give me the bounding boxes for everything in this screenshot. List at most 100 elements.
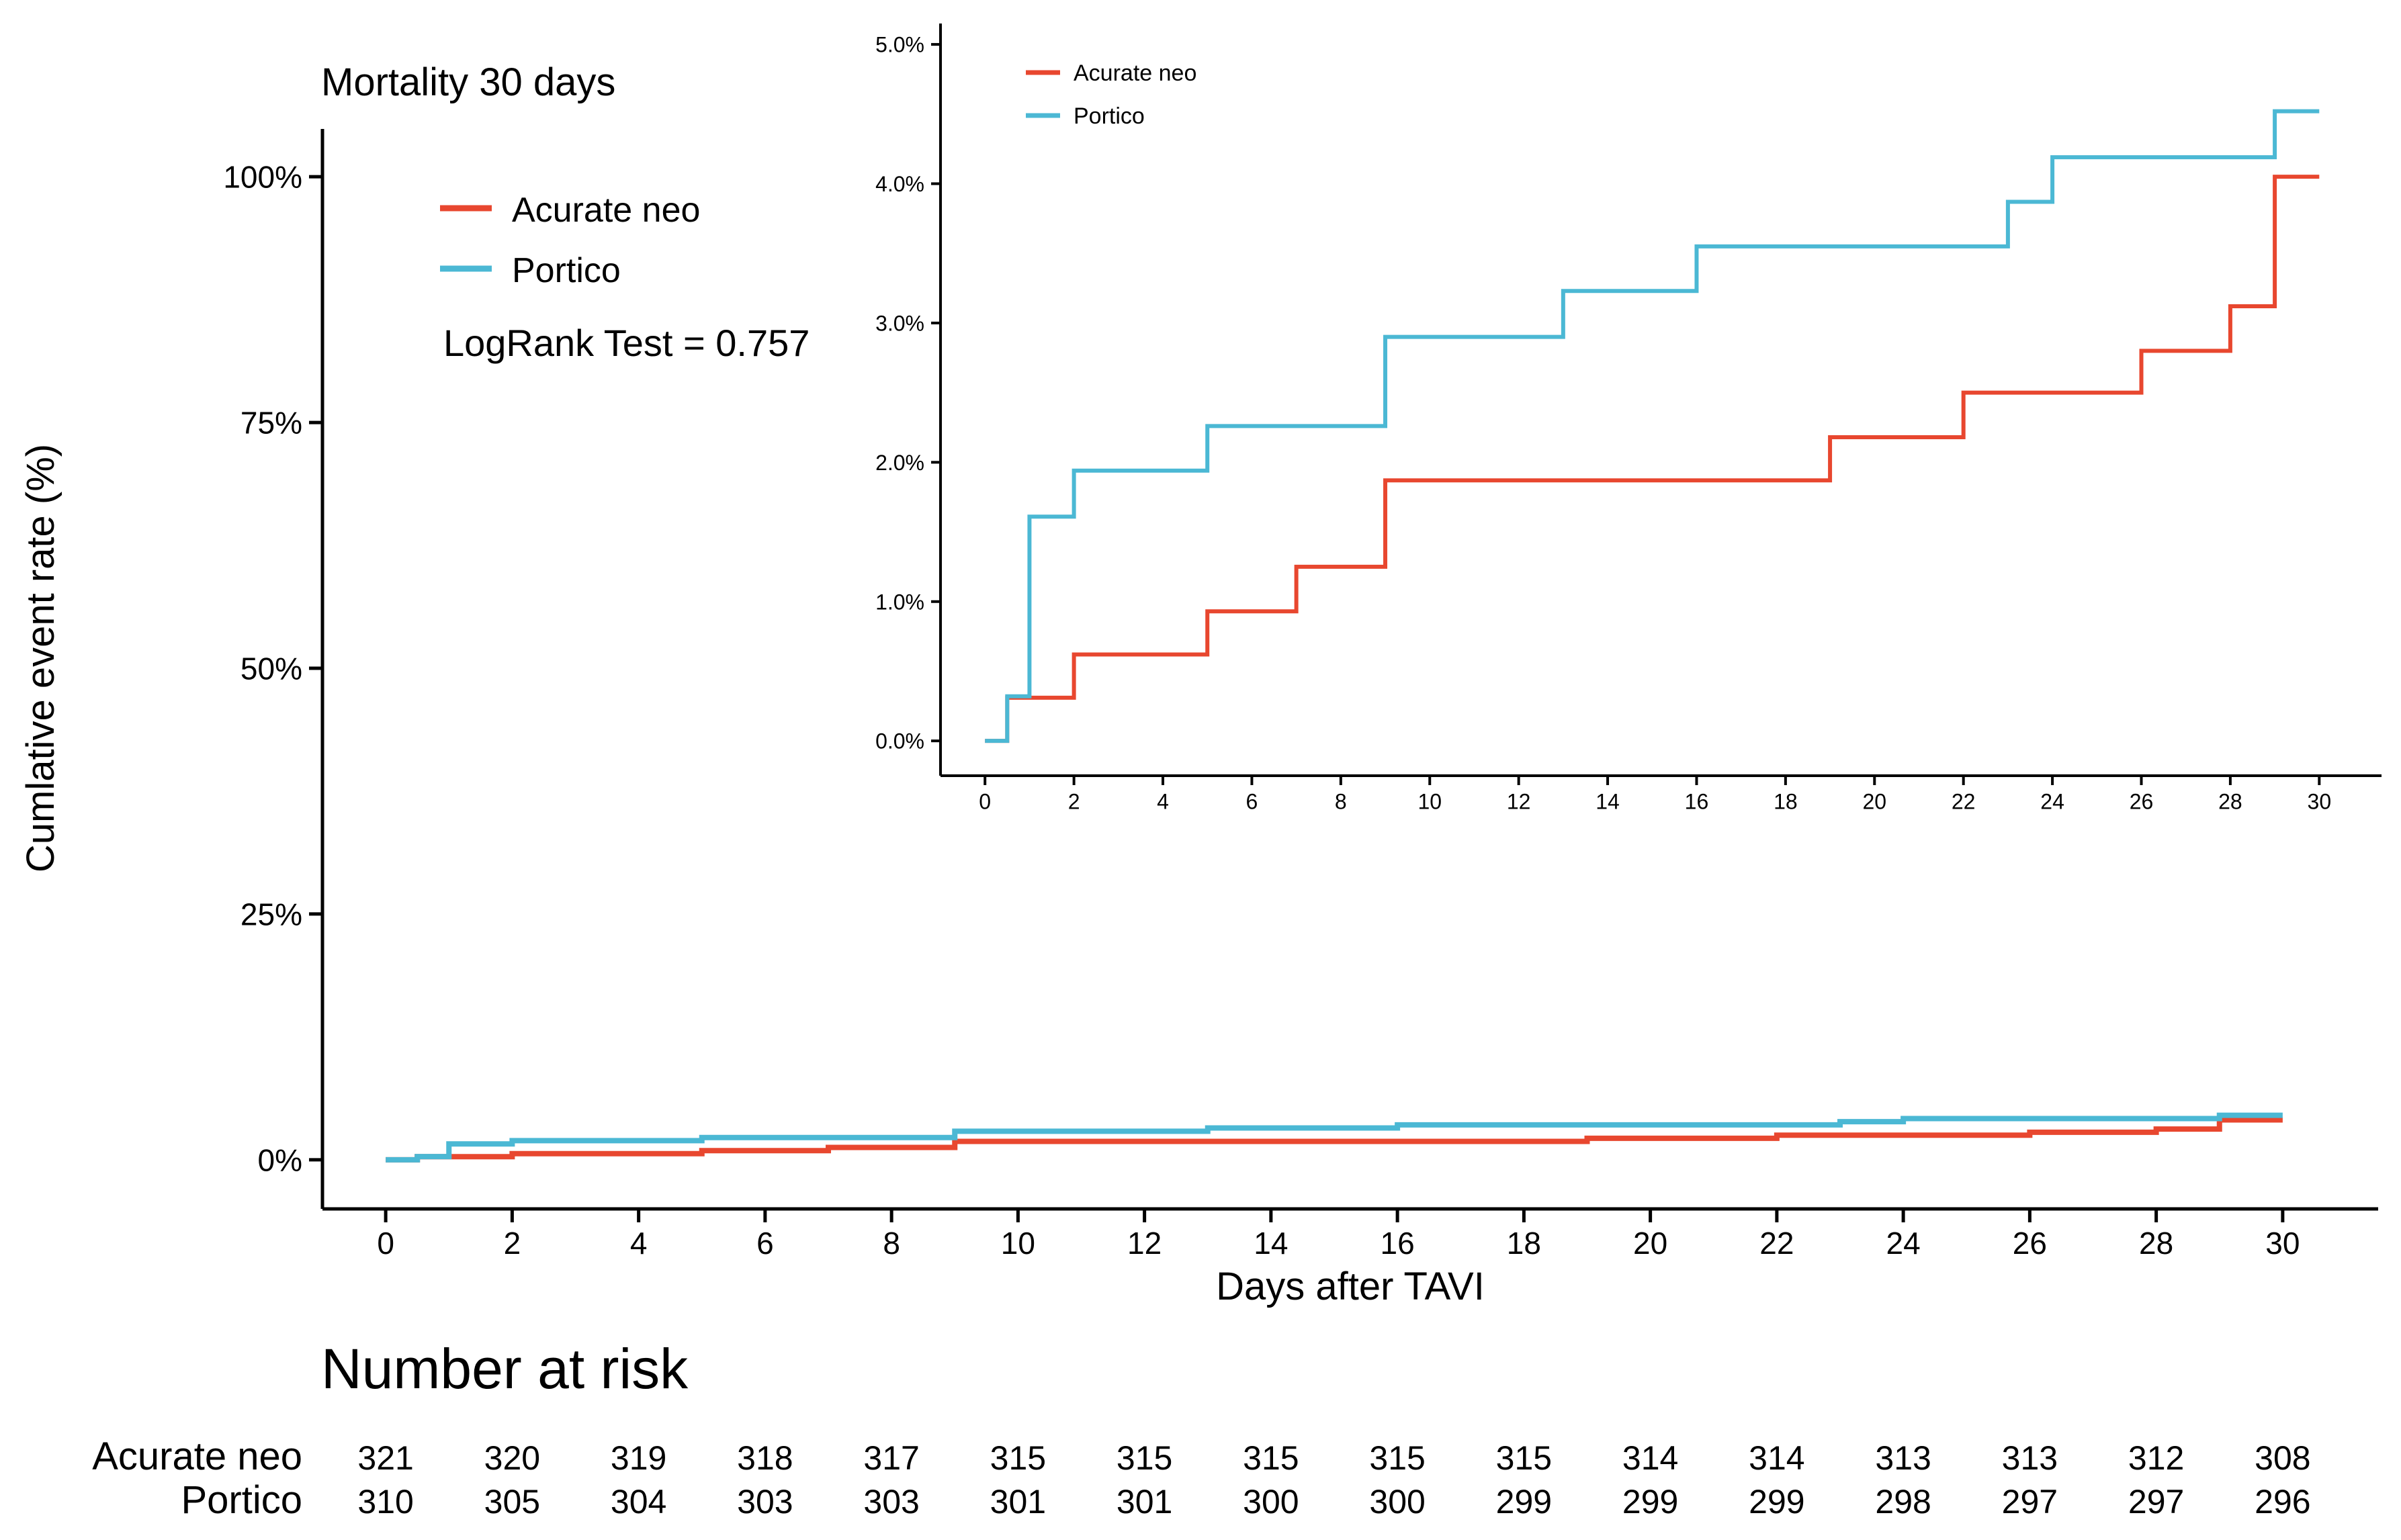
risk-cell: 314: [1622, 1439, 1678, 1477]
risk-cell: 321: [357, 1439, 413, 1477]
risk-cell: 315: [1496, 1439, 1552, 1477]
inset-series: [985, 109, 2320, 743]
risk-cell: 297: [2002, 1483, 2058, 1521]
risk-cell: 313: [2002, 1439, 2058, 1477]
risk-cell: 315: [990, 1439, 1046, 1477]
risk-cell: 298: [1875, 1483, 1931, 1521]
inset-y-tick-label: 2.0%: [875, 451, 924, 475]
main-x-tick-label: 22: [1759, 1226, 1794, 1261]
main-x-tick-label: 10: [1001, 1226, 1035, 1261]
main-x-tick-label: 12: [1127, 1226, 1162, 1261]
risk-cells: 321 320 319 318 317 315 315 315 315 315 314 314 313 3…: [357, 1439, 2310, 1521]
risk-cell: 318: [737, 1439, 793, 1477]
risk-cell: 304: [611, 1483, 666, 1521]
inset-x-tick-label: 8: [1335, 790, 1347, 814]
inset-y-tick-label: 3.0%: [875, 311, 924, 335]
risk-cell: 300: [1243, 1483, 1299, 1521]
risk-cell: 299: [1622, 1483, 1678, 1521]
inset-x-tick-label: 10: [1417, 790, 1442, 814]
main-y-tick-label: 75%: [241, 406, 302, 441]
risk-cell: 299: [1496, 1483, 1552, 1521]
logrank-annotation: LogRank Test = 0.757: [443, 322, 810, 364]
main-series-line-acurate: [386, 1117, 2283, 1163]
inset-y-ticks: 0.0% 1.0% 2.0% 3.0% 4.0% 5.0%: [875, 33, 941, 754]
main-x-tick-label: 24: [1886, 1226, 1921, 1261]
risk-cell: 320: [484, 1439, 540, 1477]
main-x-tick-label: 20: [1633, 1226, 1667, 1261]
main-x-tick-label: 30: [2265, 1226, 2300, 1261]
risk-cell: 296: [2255, 1483, 2310, 1521]
main-chart: Mortality 30 days Cumlative event rate (…: [19, 60, 2378, 1308]
main-legend: Acurate neo Portico: [440, 191, 700, 290]
risk-cell: 310: [357, 1483, 413, 1521]
inset-background: [845, 13, 2390, 809]
inset-x-tick-label: 14: [1596, 790, 1620, 814]
main-y-tick-label: 0%: [258, 1142, 302, 1177]
main-y-tick-label: 100%: [223, 160, 302, 195]
risk-cell: 303: [863, 1483, 919, 1521]
risk-cell: 315: [1117, 1439, 1172, 1477]
risk-row-label-portico: Portico: [181, 1478, 302, 1522]
inset-x-tick-label: 20: [1862, 790, 1886, 814]
inset-y-tick-label: 4.0%: [875, 172, 924, 196]
inset-y-tick-label: 0.0%: [875, 729, 924, 754]
risk-cell: 312: [2128, 1439, 2184, 1477]
risk-cell: 315: [1369, 1439, 1425, 1477]
main-title: Mortality 30 days: [321, 60, 615, 104]
risk-cell: 308: [2255, 1439, 2310, 1477]
main-legend-label-portico: Portico: [512, 251, 621, 290]
main-x-tick-label: 26: [2013, 1226, 2047, 1261]
risk-cell: 319: [611, 1439, 666, 1477]
inset-chart: 0.0%1.0%2.0%3.0%4.0%5.0% 0 2 4 6 8 10 12 14 16 18…: [845, 13, 2390, 814]
inset-y-tick-label: 1.0%: [875, 590, 924, 614]
main-x-tick-label: 2: [504, 1226, 521, 1261]
main-y-ticks: 0% 25% 50% 75% 100%: [223, 160, 322, 1177]
risk-table: Number at risk Acurate neo Portico 321 32…: [92, 1337, 2310, 1522]
main-x-tick-label: 14: [1254, 1226, 1288, 1261]
inset-x-tick-label: 22: [1952, 790, 1976, 814]
main-x-tick-label: 0: [377, 1226, 394, 1261]
main-x-tick-label: 28: [2139, 1226, 2173, 1261]
risk-row-label-acurate: Acurate neo: [92, 1435, 302, 1478]
risk-cell: 300: [1369, 1483, 1425, 1521]
risk-cell: 297: [2128, 1483, 2184, 1521]
main-x-tick-label: 8: [883, 1226, 900, 1261]
risk-table-title: Number at risk: [321, 1337, 689, 1400]
main-x-ticks: 0 2 4 6 8 10 12 14 16 18 20 22 24 26 28 30: [377, 1209, 2300, 1261]
inset-x-tick-label: 24: [2040, 790, 2064, 814]
inset-x-tick-label: 26: [2130, 790, 2154, 814]
inset-y-tick-label: 5.0%: [875, 33, 924, 57]
risk-cell: 314: [1749, 1439, 1804, 1477]
main-x-tick-label: 4: [630, 1226, 648, 1261]
main-x-tick-label: 6: [756, 1226, 774, 1261]
risk-cell: 305: [484, 1483, 540, 1521]
inset-x-tick-label: 28: [2218, 790, 2242, 814]
main-x-tick-label: 18: [1507, 1226, 1541, 1261]
risk-cell: 301: [990, 1483, 1046, 1521]
risk-cell: 299: [1749, 1483, 1804, 1521]
main-y-tick-label: 50%: [241, 651, 302, 686]
inset-legend-label-acurate: Acurate neo: [1074, 60, 1196, 86]
main-x-tick-label: 16: [1381, 1226, 1415, 1261]
risk-cell: 317: [863, 1439, 919, 1477]
inset-x-tick-label: 2: [1068, 790, 1080, 814]
inset-x-tick-label: 12: [1507, 790, 1531, 814]
risk-cell: 315: [1243, 1439, 1299, 1477]
inset-x-tick-label: 0: [979, 790, 991, 814]
main-series: [386, 1112, 2283, 1163]
inset-x-tick-label: 18: [1774, 790, 1798, 814]
x-axis-label: Days after TAVI: [1216, 1265, 1485, 1308]
inset-x-tick-label: 30: [2308, 790, 2332, 814]
main-legend-label-acurate: Acurate neo: [512, 191, 700, 230]
inset-legend: Acurate neo Portico: [1026, 60, 1196, 129]
main-series-line-portico: [386, 1112, 2283, 1163]
inset-x-ticks: 0 2 4 6 8 10 12 14 16 18 20 22 24 26 28 30: [979, 776, 2331, 814]
inset-legend-label-portico: Portico: [1074, 103, 1145, 129]
inset-x-tick-label: 4: [1157, 790, 1169, 814]
risk-cell: 301: [1117, 1483, 1172, 1521]
inset-series-line-acurate: [985, 175, 2320, 743]
inset-series-line-portico: [985, 109, 2320, 743]
main-y-tick-label: 25%: [241, 897, 302, 932]
inset-x-tick-label: 16: [1685, 790, 1709, 814]
